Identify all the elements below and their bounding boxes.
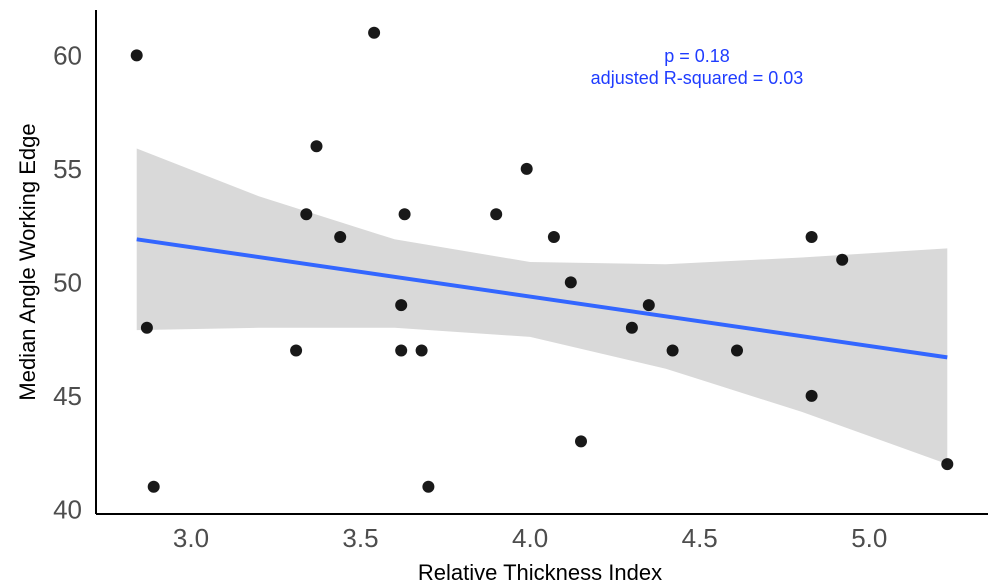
data-point xyxy=(520,162,533,175)
regression-line xyxy=(136,237,948,360)
data-point xyxy=(398,208,411,221)
y-axis-title: Median Angle Working Edge xyxy=(15,123,40,400)
data-point xyxy=(300,208,313,221)
x-tick-label: 3.5 xyxy=(342,523,378,553)
x-axis-title: Relative Thickness Index xyxy=(418,560,662,585)
data-point xyxy=(368,26,381,39)
y-tick-label: 40 xyxy=(53,495,82,525)
x-tick-label: 4.5 xyxy=(682,523,718,553)
data-point xyxy=(642,299,655,312)
data-point xyxy=(625,321,638,334)
data-point xyxy=(310,140,323,153)
x-tick-label: 3.0 xyxy=(173,523,209,553)
x-tick-label: 4.0 xyxy=(512,523,548,553)
y-axis-ticks: 40 45 50 55 60 xyxy=(53,40,82,524)
data-point xyxy=(147,480,160,493)
data-point xyxy=(395,344,408,357)
points-layer xyxy=(130,26,954,493)
data-point xyxy=(290,344,303,357)
data-point xyxy=(564,276,577,289)
data-point xyxy=(805,389,818,402)
data-point xyxy=(140,321,153,334)
data-point xyxy=(415,344,428,357)
data-point xyxy=(130,49,143,62)
y-tick-label: 45 xyxy=(53,381,82,411)
y-tick-label: 50 xyxy=(53,267,82,297)
data-point xyxy=(805,231,818,243)
data-point xyxy=(422,480,435,493)
data-point xyxy=(666,344,679,357)
data-point xyxy=(836,253,849,266)
y-tick-label: 60 xyxy=(53,40,82,70)
data-point xyxy=(395,299,408,312)
y-tick-label: 55 xyxy=(53,154,82,184)
x-axis-ticks: 3.0 3.5 4.0 4.5 5.0 xyxy=(173,523,887,553)
data-point xyxy=(575,435,587,448)
x-tick-label: 5.0 xyxy=(851,523,887,553)
annotation-r-squared: adjusted R-squared = 0.03 xyxy=(591,68,804,88)
data-point xyxy=(731,344,743,357)
data-point xyxy=(334,231,347,243)
confidence-band-layer xyxy=(136,148,948,465)
data-point xyxy=(490,208,503,221)
confidence-band xyxy=(136,148,948,465)
annotation-p-value: p = 0.18 xyxy=(664,46,730,66)
data-point xyxy=(941,458,954,471)
data-point xyxy=(547,231,560,243)
